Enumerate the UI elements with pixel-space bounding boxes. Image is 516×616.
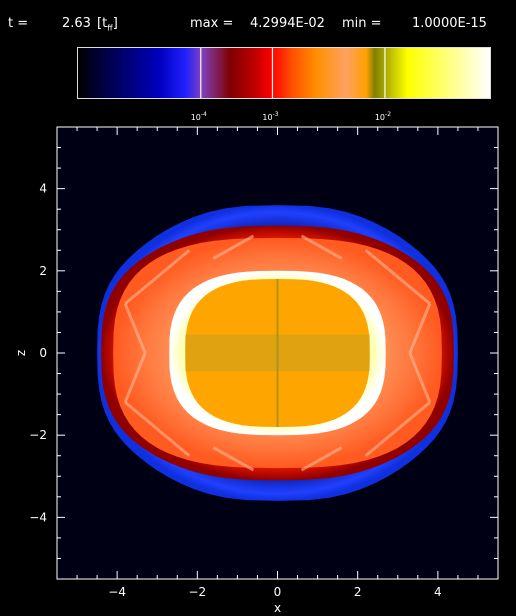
shock-streak xyxy=(124,249,191,305)
max-label: max = xyxy=(190,16,234,31)
time-value: 2.63 xyxy=(62,16,91,31)
y-tick-label: 0 xyxy=(39,346,47,360)
y-axis-label: z xyxy=(14,350,28,356)
colorbar-tick-label: 10-4 xyxy=(191,111,207,122)
shock-streak xyxy=(300,446,343,472)
x-tick-label: −4 xyxy=(108,585,126,599)
shock-streak xyxy=(408,352,432,403)
x-tick-label: 0 xyxy=(274,585,282,599)
shock-streak xyxy=(300,234,343,260)
x-axis: −4 −2 0 2 4 xyxy=(76,127,479,599)
x-tick-label: −2 xyxy=(188,585,206,599)
colorbar-tick-lines xyxy=(200,48,386,98)
y-tick-label: 4 xyxy=(39,182,47,196)
min-label: min = xyxy=(342,16,382,31)
colorbar-tick-label: 10-3 xyxy=(262,111,278,122)
contour-regions xyxy=(97,205,458,501)
colorbar xyxy=(77,47,491,99)
colorbar-gradient xyxy=(78,48,490,98)
y-tick-label: −4 xyxy=(29,510,47,524)
shock-streak xyxy=(212,446,255,472)
colorbar-tick-labels: 10-4 10-3 10-2 xyxy=(191,111,392,122)
min-value: 1.0000E-15 xyxy=(412,16,487,31)
shock-streak xyxy=(364,401,431,457)
y-tick-label: 2 xyxy=(39,264,47,278)
shock-streak xyxy=(408,303,432,354)
time-label: t = xyxy=(8,16,29,31)
shock-streak xyxy=(123,303,147,354)
colorbar-fill xyxy=(78,48,490,98)
x-tick-label: 4 xyxy=(434,585,442,599)
time-unit: [tff] xyxy=(97,16,118,33)
shock-streak xyxy=(212,234,255,260)
x-axis-label: x xyxy=(274,601,281,615)
shock-streak xyxy=(123,352,147,403)
x-tick-label: 2 xyxy=(354,585,362,599)
shock-streaks xyxy=(123,234,432,472)
y-axis: −4 −2 0 2 4 xyxy=(29,147,498,559)
time-unit-subscript: ff xyxy=(107,23,113,33)
shock-streak xyxy=(124,401,191,457)
shock-streak xyxy=(364,249,431,305)
header: t = 2.63 [tff] max = 4.2994E-02 min = 1.… xyxy=(0,0,516,44)
y-tick-label: −2 xyxy=(29,428,47,442)
max-value: 4.2994E-02 xyxy=(250,16,325,31)
colorbar-tick-label: 10-2 xyxy=(375,111,391,122)
